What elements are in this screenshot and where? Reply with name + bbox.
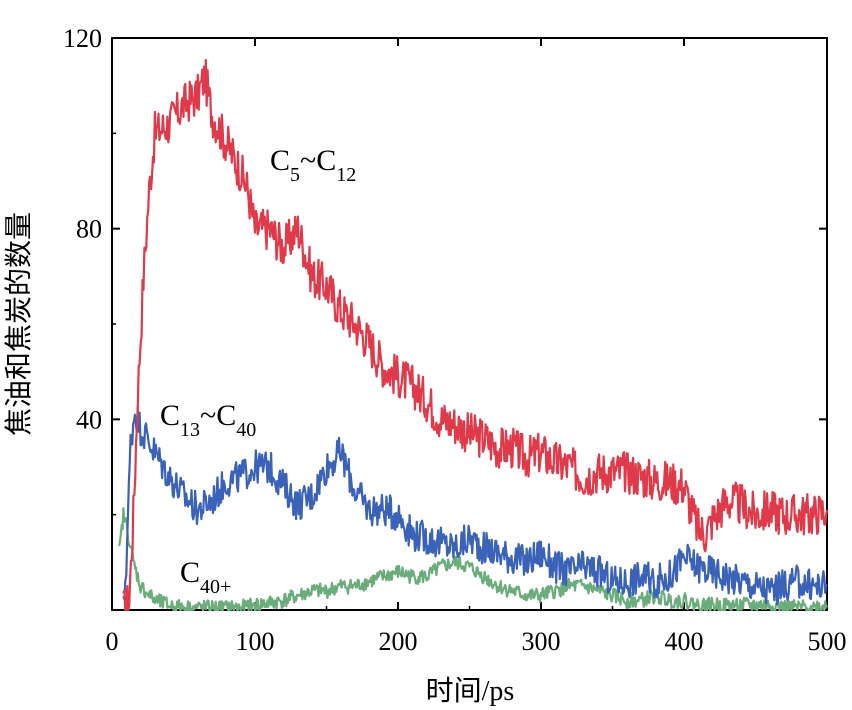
x-tick-label: 500	[808, 627, 847, 656]
series-line-2	[118, 507, 829, 612]
x-axis: 0 100 200 300 400 500	[106, 38, 847, 656]
y-axis: 40 80 120	[63, 24, 827, 516]
x-tick-label: 0	[106, 627, 119, 656]
series-label-c13-c40: C13~C40	[160, 399, 256, 441]
series-line-0	[122, 58, 829, 612]
y-tick-label: 40	[76, 405, 102, 434]
x-tick-label: 400	[665, 627, 704, 656]
x-tick-label: 300	[522, 627, 561, 656]
series-label-c40plus: C40+	[180, 556, 231, 598]
series-layer	[118, 58, 829, 612]
y-tick-label: 120	[63, 24, 102, 53]
x-axis-title: 时间/ps	[426, 675, 515, 707]
y-tick-label: 80	[76, 215, 102, 244]
x-tick-label: 100	[236, 627, 275, 656]
x-tick-label: 200	[379, 627, 418, 656]
y-axis-title: 焦油和焦炭的数量	[3, 212, 35, 436]
series-label-c5-c12: C5~C12	[270, 144, 356, 186]
series-line-1	[122, 406, 828, 606]
